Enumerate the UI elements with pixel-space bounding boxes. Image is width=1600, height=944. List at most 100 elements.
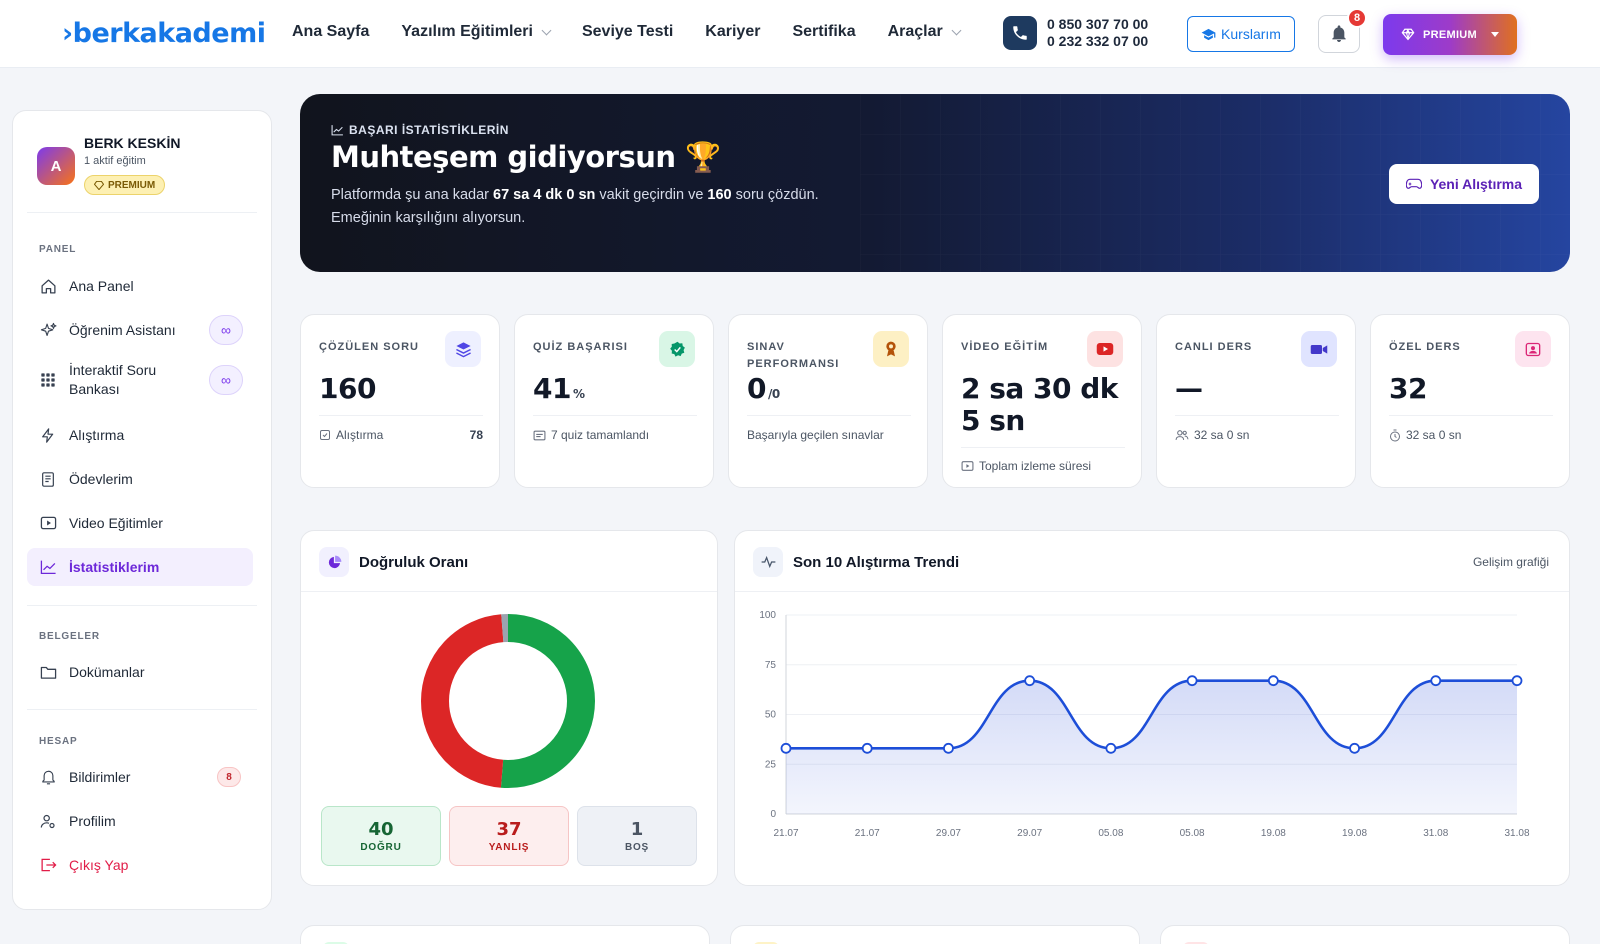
accuracy-donut-chart [421,614,595,788]
stat-card-private-lessons: ÖZEL DERS 32 32 sa 0 sn [1370,314,1570,488]
stat-value-number: 0 [747,372,766,405]
stat-label: SINAV PERFORMANSI [747,341,840,370]
nav-level-test[interactable]: Seviye Testi [582,23,673,41]
premium-button[interactable]: PREMIUM [1383,14,1517,55]
logout-icon [39,856,57,874]
stat-value-unit: % [572,387,585,401]
nav-home[interactable]: Ana Sayfa [292,23,369,41]
hero-questions-solved: 160 [707,187,732,203]
hero-title: Muhteşem gidiyorsun 🏆 [331,140,721,174]
divider [961,447,1125,448]
x-tick-label: 21.07 [773,828,798,839]
stat-value-number: 2 sa 30 dk 5 sn [961,372,1118,437]
divider [1175,415,1339,416]
sidebar-item-learning-assistant[interactable]: Öğrenim Asistanı ∞ [27,311,253,349]
trend-point[interactable] [1024,675,1036,687]
progress-chart-link[interactable]: Gelişim grafiği [1472,555,1549,569]
sidebar-item-label: İnteraktif Soru Bankası [69,362,157,397]
trend-point[interactable] [780,742,792,754]
trend-point[interactable] [1186,675,1198,687]
nav-tools[interactable]: Araçlar [888,23,962,41]
stat-value-unit: /0 [767,387,780,401]
y-tick-label: 25 [765,759,777,770]
grid-icon [39,371,57,389]
nav-level-test-label: Seviye Testi [581,23,674,40]
sidebar-item-dashboard[interactable]: Ana Panel [27,267,253,305]
gamepad-icon [1405,178,1422,189]
notifications-button[interactable]: 8 [1318,8,1367,53]
phone-numbers[interactable]: 0 850 307 70 00 0 232 332 07 00 [1047,16,1148,50]
trend-point[interactable] [943,742,954,754]
badge-check-icon [659,331,695,367]
stat-value: 0/0 [747,373,917,410]
wrong-count: 37 [496,819,522,840]
nav-home-label: Ana Sayfa [292,23,370,40]
divider [533,415,697,416]
trend-point[interactable] [1349,742,1360,754]
stat-footer: 32 sa 0 sn [1389,428,1553,442]
bell-icon [39,768,57,786]
my-courses-button[interactable]: Kurslarım [1187,16,1295,52]
trend-panel: Son 10 Alıştırma Trendi Gelişim grafiği … [734,530,1570,886]
card-icon-placeholder [1183,942,1209,944]
users-icon [1175,430,1189,440]
sidebar-item-label: Video Eğitimler [69,514,163,531]
play-square-icon [961,461,974,471]
phone-number-1[interactable]: 0 850 307 70 00 [1047,16,1149,32]
trend-point[interactable] [1105,742,1117,754]
youtube-icon [1087,331,1123,367]
sidebar-item-notifications[interactable]: Bildirimler 8 [27,758,253,796]
phone-icon[interactable] [1003,16,1037,50]
section-title-account: HESAP [39,736,78,747]
sidebar-item-videos[interactable]: Video Eğitimler [27,504,253,542]
nav-certificate[interactable]: Sertifika [792,23,855,41]
trend-point[interactable] [1511,675,1523,687]
divider [301,591,717,592]
sidebar-item-homework[interactable]: Ödevlerim [27,460,253,498]
trend-point[interactable] [1267,675,1279,687]
divider [319,415,483,416]
sidebar-item-label: İstatistiklerim [69,558,160,575]
premium-label: PREMIUM [1422,28,1478,41]
x-tick-label: 05.08 [1180,828,1205,839]
stat-card-solved-questions: ÇÖZÜLEN SORU 160 Alıştırma 78 [300,314,500,488]
trend-title: Son 10 Alıştırma Trendi [793,553,960,571]
lightning-icon [39,426,57,444]
stat-label: QUİZ BAŞARISI [533,341,628,353]
user-gear-icon [39,812,57,830]
donut-slice-empty[interactable] [421,614,595,788]
site-logo[interactable]: ›berkakademi [62,18,266,49]
sidebar-item-profile[interactable]: Profilim [27,802,253,840]
medal-icon [873,331,909,367]
hero-text-part: Emeğinin karşılığını alıyorsun. [331,210,526,226]
accuracy-title: Doğruluk Oranı [359,553,469,571]
divider [27,605,257,606]
chevron-down-icon [541,25,552,35]
phone-number-2[interactable]: 0 232 332 07 00 [1047,33,1149,49]
stat-label: VİDEO EĞİTİM [961,341,1049,353]
trend-point[interactable] [861,742,873,754]
new-practice-button[interactable]: Yeni Alıştırma [1389,164,1539,204]
stat-value-number: 41 [533,372,571,405]
active-courses-count: 1 aktif eğitim [84,155,146,167]
sidebar-item-statistics[interactable]: İstatistiklerim [27,548,253,586]
nav-career[interactable]: Kariyer [705,23,760,41]
nav-software-courses[interactable]: Yazılım Eğitimleri [401,23,552,41]
stat-card-quiz-success: QUİZ BAŞARISI 41% 7 quiz tamamlandı [514,314,714,488]
donut-slice-wrong[interactable] [421,614,595,788]
sidebar-item-practice[interactable]: Alıştırma [27,416,253,454]
pulse-icon [753,547,783,577]
stat-footer: 7 quiz tamamlandı [533,428,697,442]
x-tick-label: 31.08 [1504,828,1529,839]
stat-value: 41% [533,373,703,410]
trend-point[interactable] [1430,675,1442,687]
person-frame-icon [1515,331,1551,367]
user-name: BERK KESKİN [84,135,181,151]
sidebar-item-question-bank[interactable]: İnteraktif Soru Bankası ∞ [27,355,253,405]
avatar[interactable]: A [37,147,75,185]
wrong-count-box: 37 YANLIŞ [449,806,569,866]
sidebar-item-documents[interactable]: Dokümanlar [27,653,253,691]
sidebar-item-logout[interactable]: Çıkış Yap [27,846,253,884]
nav-certificate-label: Sertifika [792,23,856,40]
stat-footer-label: Başarıyla geçilen sınavlar [747,428,884,442]
